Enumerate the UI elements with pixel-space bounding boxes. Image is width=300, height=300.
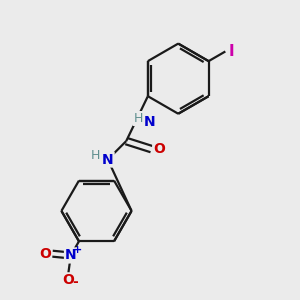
Text: H: H xyxy=(91,149,100,162)
Text: +: + xyxy=(73,244,82,254)
Text: H: H xyxy=(134,112,143,125)
Text: N: N xyxy=(102,152,114,167)
Text: I: I xyxy=(229,44,234,59)
Text: -: - xyxy=(72,275,78,289)
Text: O: O xyxy=(62,273,74,287)
Text: O: O xyxy=(39,247,51,261)
Text: N: N xyxy=(65,248,76,262)
Text: O: O xyxy=(153,142,165,155)
Text: N: N xyxy=(144,116,156,129)
